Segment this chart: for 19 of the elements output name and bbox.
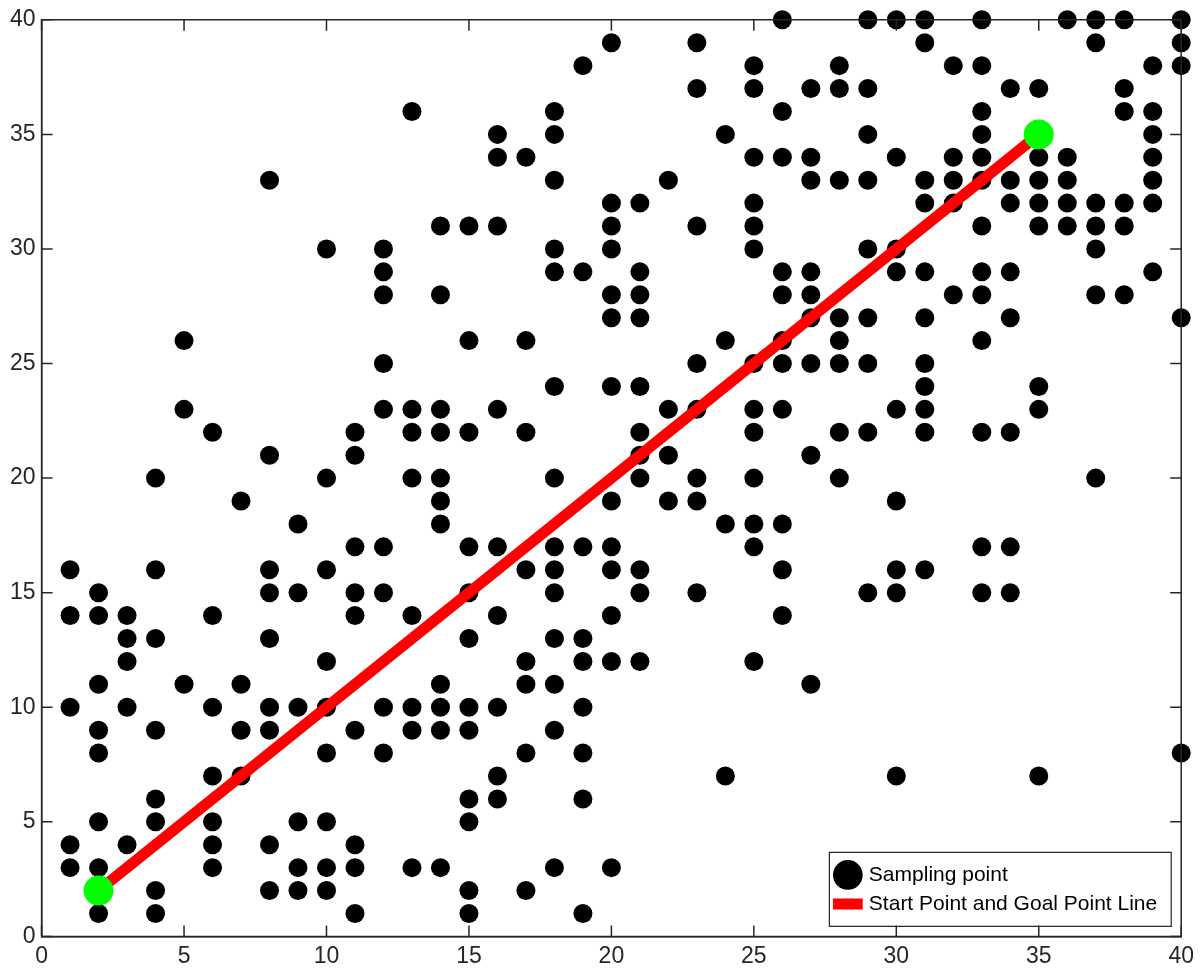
- y-tick-label: 0: [22, 921, 36, 948]
- y-tick-label: 20: [9, 463, 36, 490]
- y-tick-label: 5: [22, 807, 36, 834]
- x-tick-label: 35: [1025, 941, 1052, 968]
- x-tick-label: 15: [456, 941, 482, 968]
- x-tick-label: 25: [741, 941, 767, 968]
- legend-label: Start Point and Goal Point Line: [868, 890, 1158, 914]
- y-tick-label: 30: [9, 234, 36, 261]
- y-tick-label: 15: [9, 578, 36, 605]
- x-tick-label: 10: [313, 941, 340, 968]
- y-tick-label: 40: [9, 5, 36, 32]
- x-tick-label: 30: [883, 941, 910, 968]
- x-tick-label: 40: [1168, 941, 1195, 968]
- legend-label: Sampling point: [868, 861, 1008, 885]
- x-tick-label: 5: [177, 941, 191, 968]
- y-tick-label: 10: [9, 692, 36, 719]
- y-tick-label: 35: [9, 119, 36, 146]
- x-tick-label: 20: [598, 941, 625, 968]
- y-tick-label: 25: [9, 348, 36, 375]
